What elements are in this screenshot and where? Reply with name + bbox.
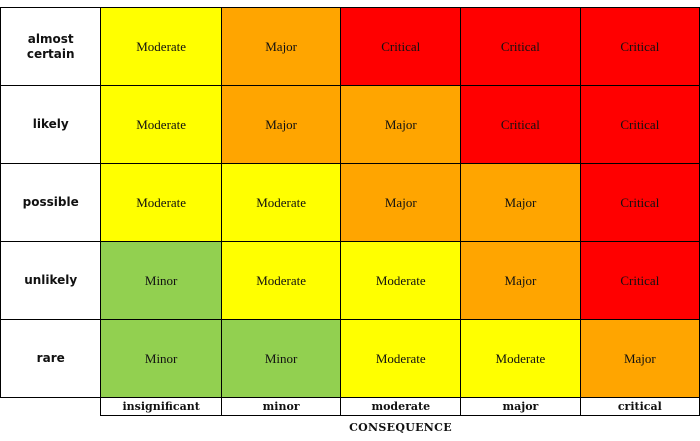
risk-cell: Major	[220, 7, 342, 86]
corner-spacer	[0, 397, 102, 416]
risk-cell: Critical	[579, 241, 700, 320]
risk-cell: Moderate	[220, 241, 342, 320]
risk-cell: Minor	[220, 319, 342, 398]
risk-cell: Critical	[579, 85, 700, 164]
risk-cell: Major	[460, 241, 581, 320]
consequence-label: major	[460, 397, 581, 416]
likelihood-label: unlikely	[0, 241, 102, 320]
risk-cell: Moderate	[340, 241, 462, 320]
risk-cell: Critical	[340, 7, 462, 86]
matrix-row-almost-certain: almost certain Moderate Major Critical C…	[0, 7, 700, 86]
likelihood-label: possible	[0, 163, 102, 242]
likelihood-label: almost certain	[0, 7, 102, 86]
consequence-label: moderate	[340, 397, 462, 416]
risk-cell: Major	[220, 85, 342, 164]
risk-cell: Major	[340, 163, 462, 242]
risk-cell: Moderate	[220, 163, 342, 242]
risk-cell: Major	[579, 319, 700, 398]
risk-cell: Critical	[460, 85, 581, 164]
likelihood-label: likely	[0, 85, 102, 164]
matrix-row-rare: rare Minor Minor Moderate Moderate Major	[0, 319, 700, 398]
risk-cell: Major	[460, 163, 581, 242]
consequence-row: insignificant minor moderate major criti…	[0, 397, 700, 416]
risk-cell: Major	[340, 85, 462, 164]
risk-cell: Critical	[579, 7, 700, 86]
risk-cell: Critical	[460, 7, 581, 86]
consequence-label: minor	[220, 397, 342, 416]
risk-matrix: almost certain Moderate Major Critical C…	[0, 7, 700, 416]
risk-cell: Minor	[100, 319, 222, 398]
risk-cell: Moderate	[100, 85, 222, 164]
consequence-axis-title: CONSEQUENCE	[349, 421, 452, 434]
risk-cell: Moderate	[100, 163, 222, 242]
risk-cell: Moderate	[340, 319, 462, 398]
matrix-row-possible: possible Moderate Moderate Major Major C…	[0, 163, 700, 242]
matrix-row-unlikely: unlikely Minor Moderate Moderate Major C…	[0, 241, 700, 320]
risk-cell: Critical	[579, 163, 700, 242]
consequence-label: insignificant	[100, 397, 222, 416]
risk-cell: Moderate	[100, 7, 222, 86]
matrix-row-likely: likely Moderate Major Major Critical Cri…	[0, 85, 700, 164]
risk-cell: Moderate	[460, 319, 581, 398]
risk-cell: Minor	[100, 241, 222, 320]
consequence-label: critical	[579, 397, 700, 416]
likelihood-label: rare	[0, 319, 102, 398]
